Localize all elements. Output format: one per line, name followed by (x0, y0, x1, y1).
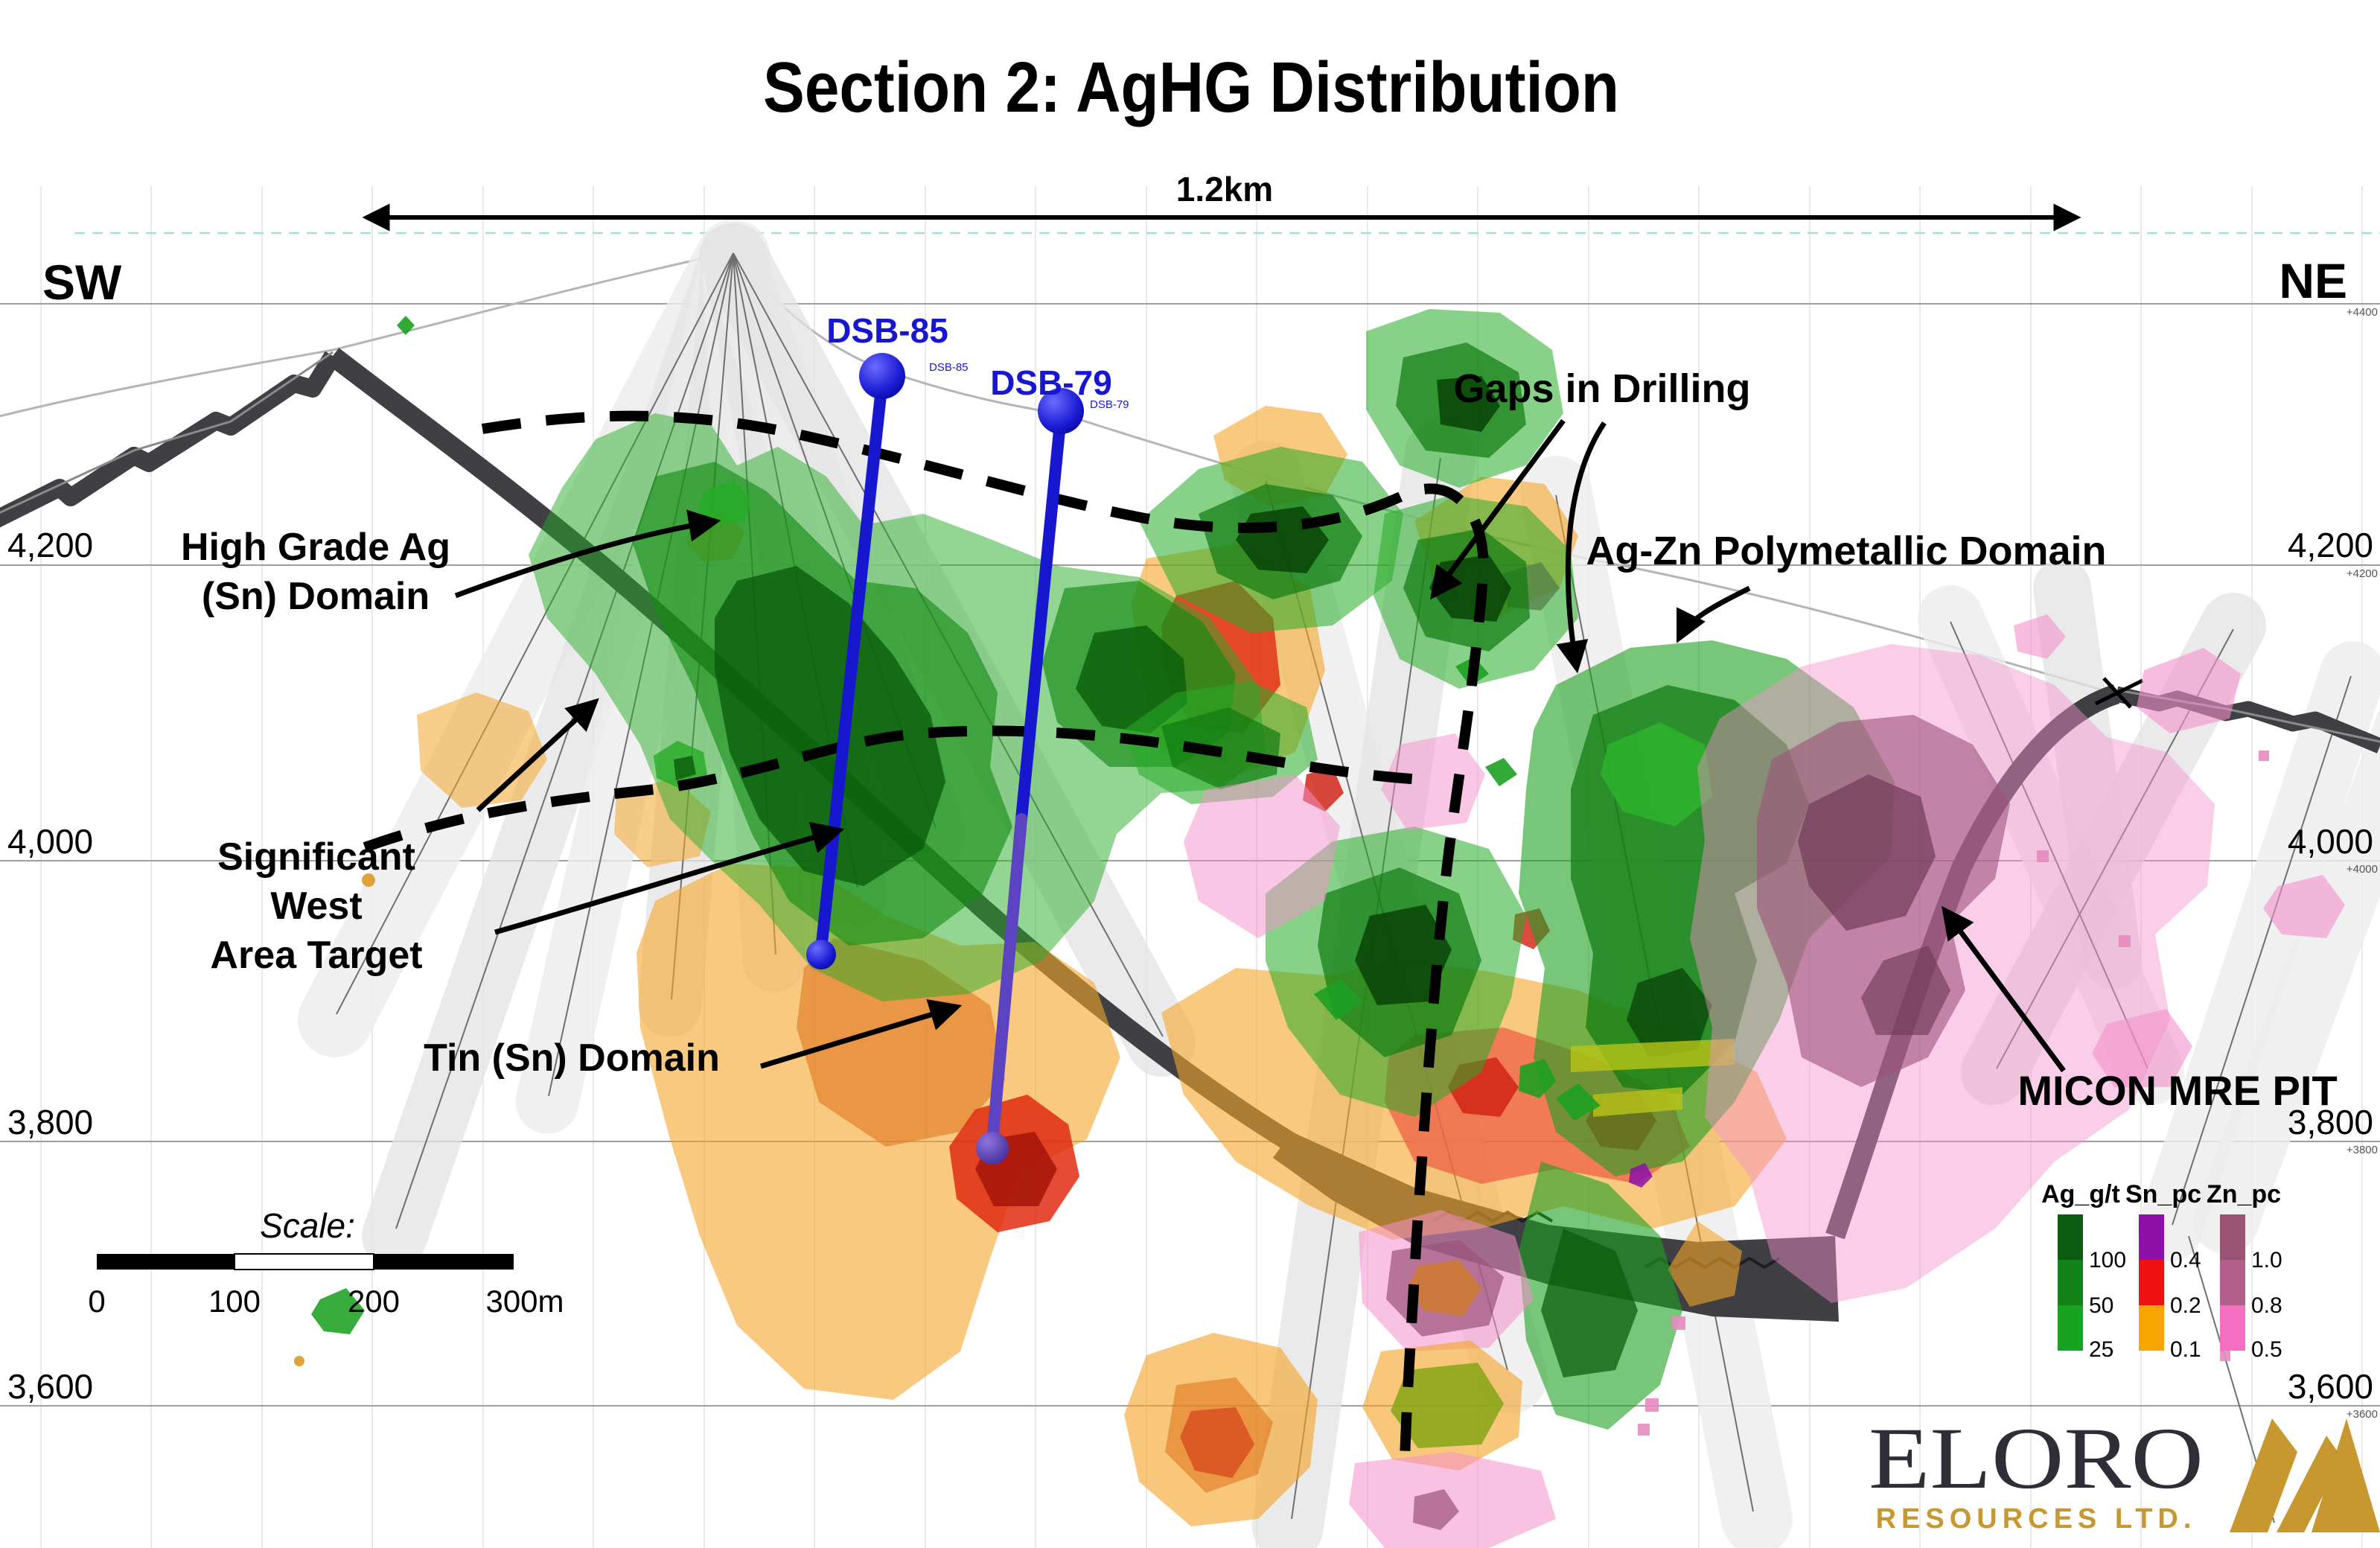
topography-line (0, 250, 2117, 695)
arrow-significant-west-2 (494, 821, 845, 935)
legend-column-ag: Ag_g/t 100 50 25 (2041, 1180, 2126, 1362)
page-title: Section 2: AgHG Distribution (763, 48, 1619, 127)
legend: Ag_g/t 100 50 25 Sn_pc 0.4 0.2 0.1 Zn_pc… (2041, 1180, 2282, 1362)
legend-column-sn: Sn_pc 0.4 0.2 0.1 (2125, 1180, 2201, 1362)
scale-tick-200: 200 (348, 1284, 400, 1319)
svg-text:Area Target: Area Target (210, 934, 422, 977)
company-logo: ELORO RESOURCES LTD. (1869, 1410, 2380, 1535)
drill-rod-dsb79 (976, 388, 1084, 1165)
scale-tick-0: 0 (88, 1284, 105, 1319)
svg-text:+4000: +4000 (2346, 863, 2378, 876)
arrow-micon (1942, 905, 2066, 1073)
annotation-significant-west-area-target: Significant West Area Target (210, 835, 422, 977)
elev-right-3800: 3,800 (2288, 1103, 2373, 1141)
dsb79-label: DSB-79 (990, 363, 1112, 402)
svg-text:Ag_g/t: Ag_g/t (2041, 1180, 2120, 1208)
dsb79-tag: DSB-79 (1090, 398, 1129, 411)
elev-left-4000: 4,000 (7, 822, 93, 861)
logo-subtitle: RESOURCES LTD. (1876, 1503, 2197, 1535)
arrow-high-grade (454, 509, 721, 599)
section-length-label: 1.2km (1176, 170, 1273, 208)
svg-text:Significant: Significant (217, 835, 415, 879)
annotation-arrows (454, 418, 2066, 1073)
svg-text:0.4: 0.4 (2170, 1248, 2201, 1273)
arrow-ag-zn (1676, 585, 1751, 643)
svg-text:+3800: +3800 (2346, 1144, 2378, 1156)
scale-tick-300m: 300m (485, 1284, 564, 1319)
orientation-ne: NE (2279, 253, 2347, 308)
svg-text:25: 25 (2089, 1337, 2113, 1362)
zn-pink-shells (294, 614, 2345, 1548)
arrow-gaps-1 (1430, 418, 1566, 600)
svg-text:0.5: 0.5 (2251, 1337, 2282, 1362)
svg-text:0.1: 0.1 (2170, 1337, 2201, 1362)
arrow-gaps-2 (1556, 421, 1607, 674)
elev-right-4200: 4,200 (2288, 526, 2373, 564)
orientation-sw: SW (42, 255, 122, 310)
svg-text:+4200: +4200 (2346, 567, 2378, 580)
ag-green-shells (311, 309, 1895, 1430)
annotation-tin-domain: Tin (Sn) Domain (424, 1036, 720, 1080)
elev-right-3600: 3,600 (2288, 1367, 2373, 1406)
elevation-labels-right: 4,200 4,000 3,800 3,600 (2288, 526, 2373, 1406)
svg-text:50: 50 (2089, 1293, 2113, 1318)
elevation-labels-left: 4,200 4,000 3,800 3,600 (7, 526, 93, 1406)
svg-text:(Sn) Domain: (Sn) Domain (202, 575, 430, 618)
svg-text:1.0: 1.0 (2251, 1248, 2282, 1273)
domain-boundaries (363, 410, 1489, 1462)
logo-triangles-icon (2230, 1418, 2380, 1532)
annotation-gaps-in-drilling: Gaps in Drilling (1453, 366, 1750, 411)
edge-tick-labels: +4400 +4200 +4000 +3800 +3600 (2346, 306, 2378, 1421)
svg-text:100: 100 (2089, 1248, 2126, 1273)
svg-text:Zn_pc: Zn_pc (2207, 1180, 2281, 1208)
elev-left-3600: 3,600 (7, 1367, 93, 1406)
drill-rod-dsb85 (806, 353, 905, 969)
svg-text:0.2: 0.2 (2170, 1293, 2201, 1318)
scale-tick-100: 100 (208, 1284, 261, 1319)
annotation-high-grade-ag-domain: High Grade Ag (Sn) Domain (181, 526, 450, 618)
elev-left-3800: 3,800 (7, 1103, 93, 1141)
svg-text:+4400: +4400 (2346, 306, 2378, 319)
scale-bar: Scale: 0 100 200 300m (88, 1206, 564, 1319)
arrow-tin-domain (759, 998, 963, 1069)
svg-text:High Grade Ag: High Grade Ag (181, 526, 450, 569)
svg-text:West: West (270, 885, 362, 928)
svg-text:Sn_pc: Sn_pc (2125, 1180, 2201, 1208)
arrow-significant-west-1 (476, 698, 599, 812)
dsb85-label: DSB-85 (826, 311, 948, 350)
svg-text:0.8: 0.8 (2251, 1293, 2282, 1318)
svg-text:+3600: +3600 (2346, 1408, 2378, 1421)
scale-title: Scale: (260, 1206, 355, 1245)
annotation-ag-zn-domain: Ag-Zn Polymetallic Domain (1586, 529, 2106, 573)
elev-right-4000: 4,000 (2288, 822, 2373, 861)
dsb85-tag: DSB-85 (929, 361, 969, 374)
annotation-micon-mre-pit: MICON MRE PIT (2017, 1067, 2337, 1114)
logo-wordmark: ELORO (1869, 1410, 2204, 1507)
elev-left-4200: 4,200 (7, 526, 93, 564)
legend-column-zn: Zn_pc 1.0 0.8 0.5 (2207, 1180, 2282, 1362)
